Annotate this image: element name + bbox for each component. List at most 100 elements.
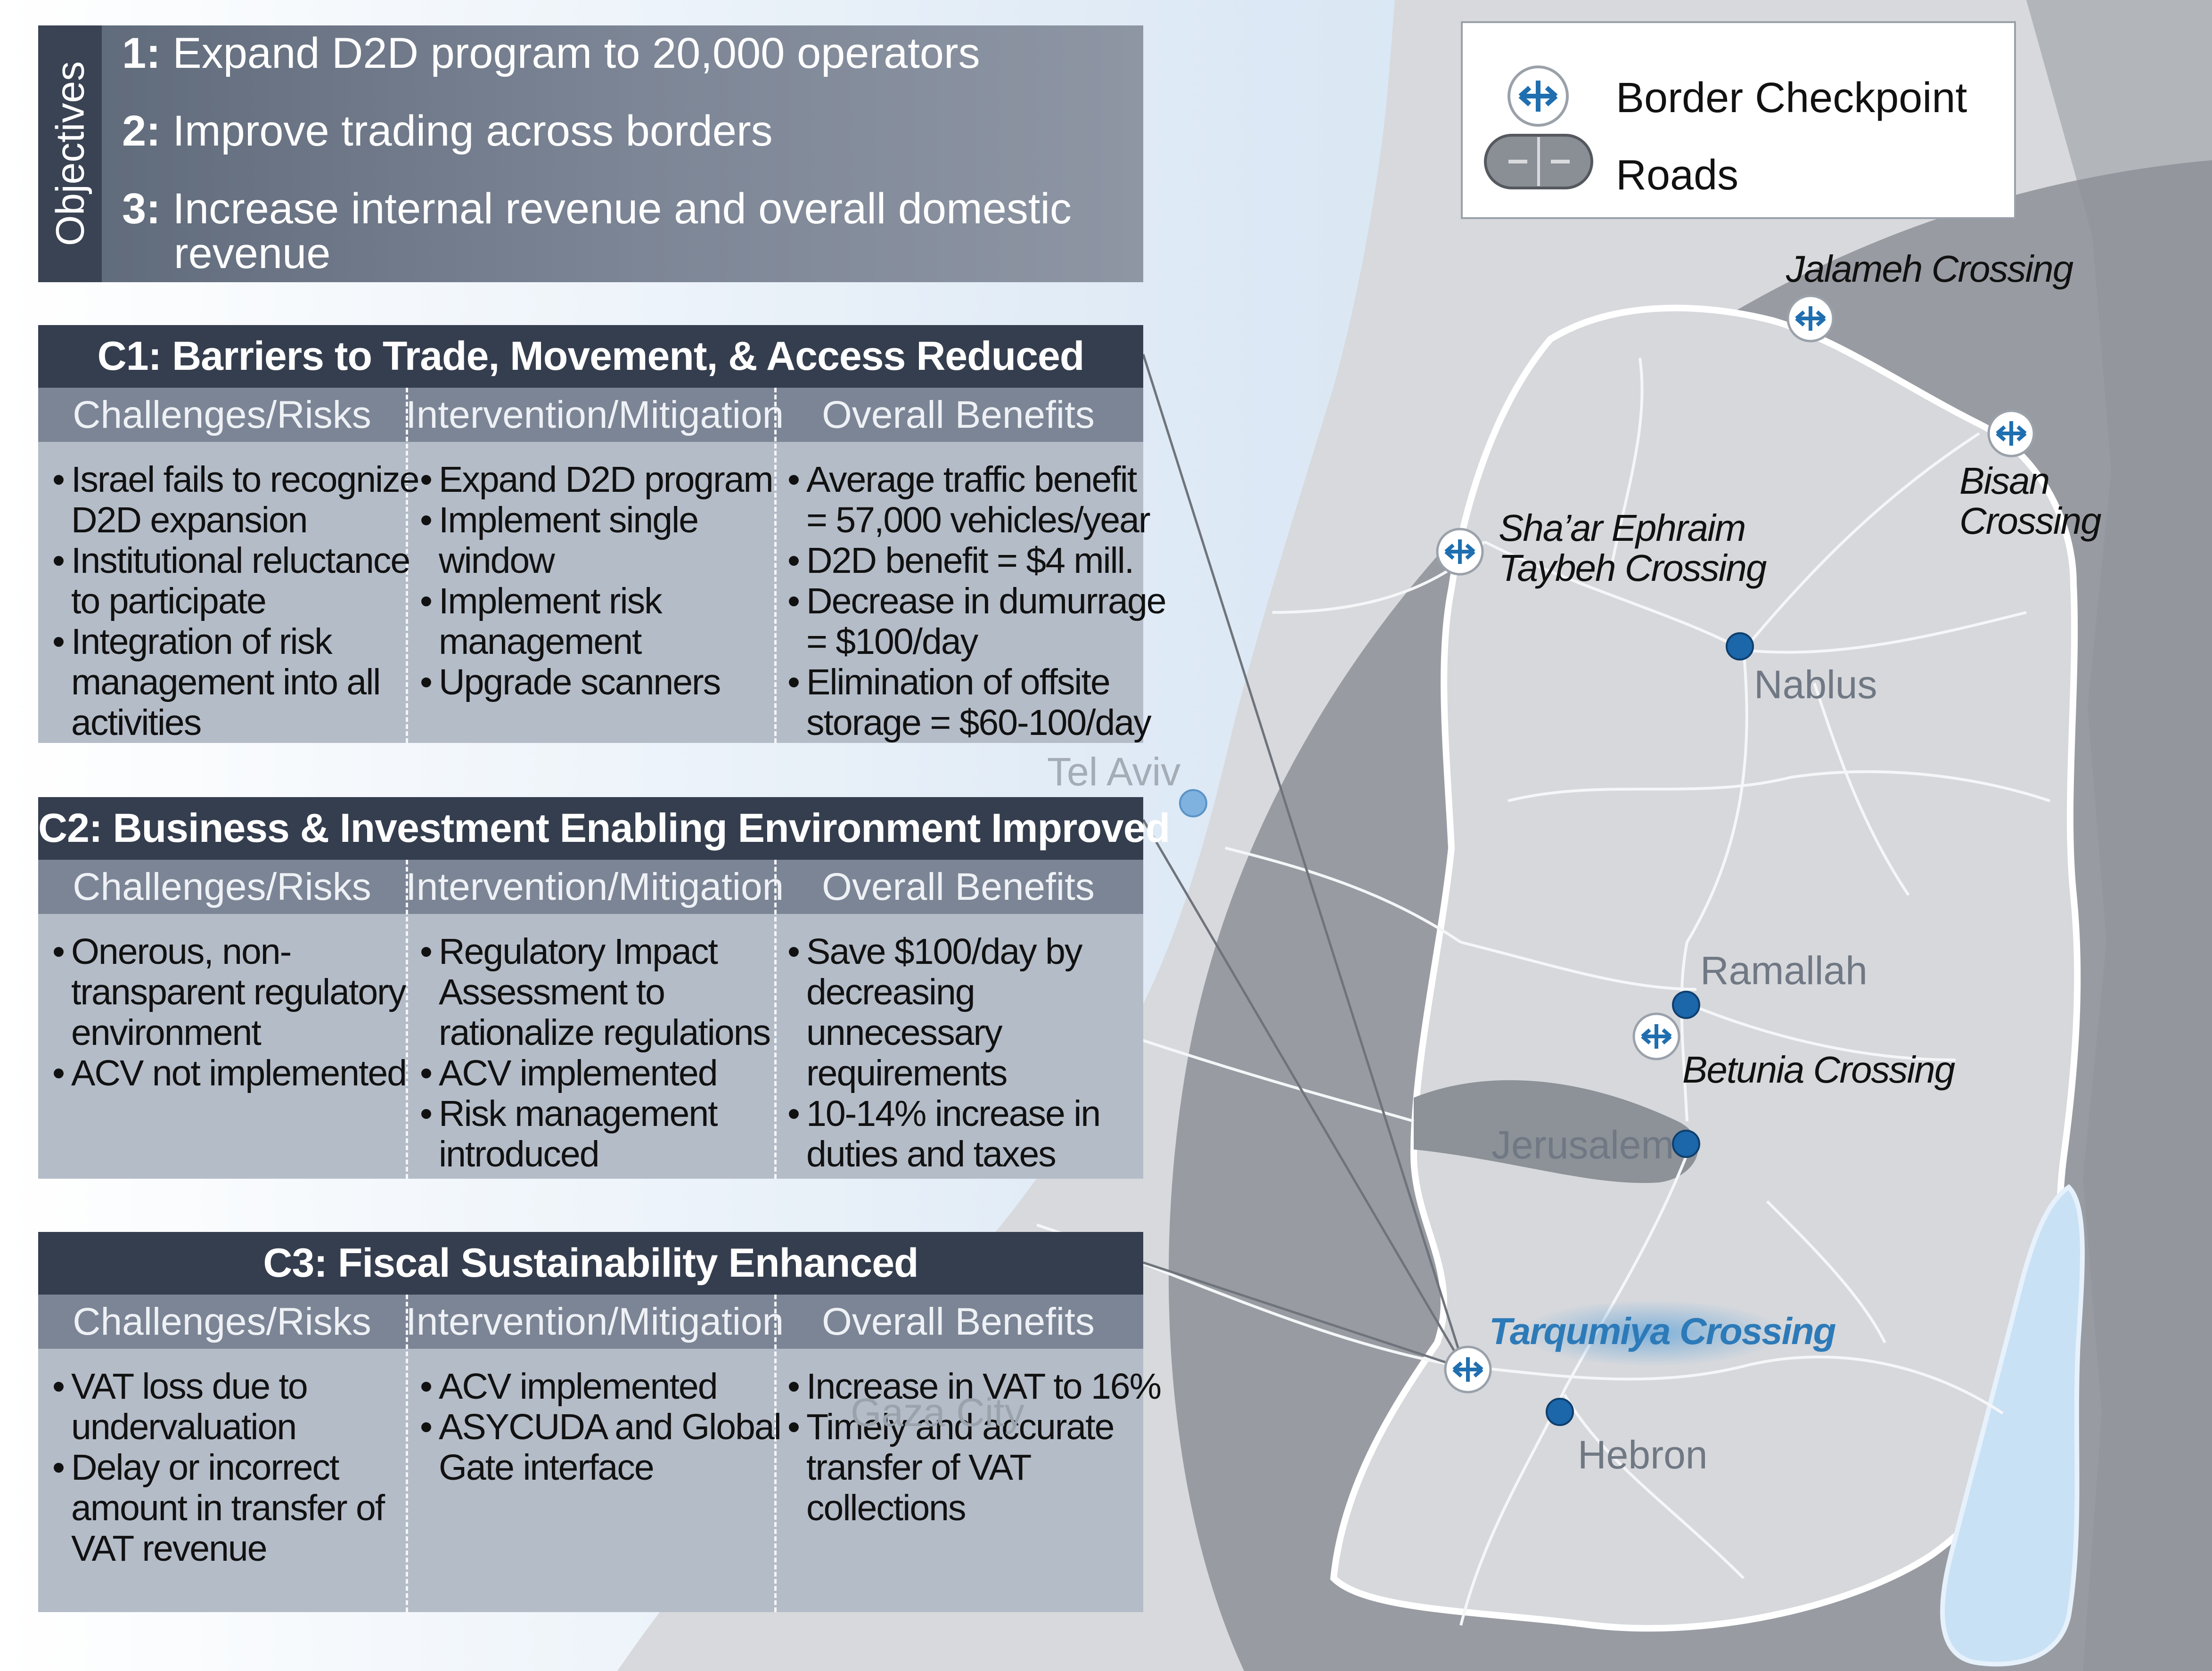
bullet-line: Assessment to: [439, 972, 665, 1012]
intervention-item: • ASYCUDA and Global Gate interface: [420, 1407, 782, 1488]
card-column-headers: Challenges/Risks Intervention/Mitigation…: [38, 860, 1143, 914]
benefit-item: • 10-14% increase in duties and taxes: [787, 1093, 1101, 1174]
bullet-line: Timely and accurate: [806, 1407, 1114, 1447]
bullet-icon: •: [52, 459, 65, 500]
bullet-line: Increase in VAT to 16%: [806, 1366, 1162, 1407]
objective-text: Expand D2D program to 20,000 operators: [172, 29, 980, 77]
benefit-item: • Save $100/day by decreasing unnecessary re…: [787, 931, 1082, 1093]
bullet-line: Average traffic benefit: [806, 459, 1137, 500]
bullet-line: management into all: [71, 662, 381, 702]
intervention-item: • ACV implemented: [420, 1366, 718, 1407]
bullet-icon: •: [420, 459, 433, 500]
header-benefits: Overall Benefits: [822, 393, 1095, 436]
card-title: C3: Fiscal Sustainability Enhanced: [38, 1232, 1143, 1295]
header-interventions: Intervention/Mitigation: [406, 393, 784, 436]
card-c3: C3: Fiscal Sustainability Enhanced Chall…: [38, 1232, 1162, 1612]
shaar-ephraim-checkpoint-icon: [1436, 528, 1484, 576]
header-challenges: Challenges/Risks: [73, 393, 371, 436]
intervention-item: • Implement single window: [420, 500, 699, 581]
objective-number: 2:: [122, 107, 161, 155]
bullet-icon: •: [787, 1407, 800, 1447]
bullet-icon: •: [52, 1366, 65, 1407]
bullet-line: requirements: [806, 1053, 1008, 1093]
bullet-icon: •: [787, 540, 800, 581]
bullet-line: D2D benefit = $4 mill.: [806, 540, 1134, 581]
objectives-panel: Objectives 1: Expand D2D program to 20,0…: [38, 25, 1143, 282]
bullet-line: D2D expansion: [71, 500, 308, 540]
objective-number: 3:: [122, 185, 161, 233]
intervention-item: • Regulatory Impact Assessment to rationali…: [420, 931, 771, 1053]
taybeh-crossing-label: Taybeh Crossing: [1499, 547, 1767, 589]
betunia-crossing-label: Betunia Crossing: [1682, 1049, 1955, 1091]
bullet-line: storage = $60-100/day: [806, 702, 1152, 743]
benefit-item: • D2D benefit = $4 mill.: [787, 540, 1134, 581]
bullet-icon: •: [52, 621, 65, 662]
card-title: C2: Business & Investment Enabling Envir…: [38, 797, 1170, 860]
bullet-icon: •: [420, 931, 433, 972]
bullet-line: collections: [806, 1488, 967, 1528]
gaza-city-label: Gaza City: [851, 1390, 1024, 1435]
tarqumiya-highlight: [1520, 1300, 1784, 1366]
bullet-icon: •: [787, 662, 800, 702]
bullet-line: Save $100/day by: [806, 931, 1082, 972]
benefit-item: • Average traffic benefit = 57,000 vehicle…: [787, 459, 1151, 540]
bullet-icon: •: [52, 931, 65, 972]
bullet-line: 10-14% increase in: [806, 1093, 1101, 1134]
checkpoint-icons: [1436, 294, 2035, 1394]
bullet-line: Upgrade scanners: [439, 662, 721, 702]
bullet-icon: •: [52, 1447, 65, 1488]
bullet-line: duties and taxes: [806, 1134, 1057, 1174]
card-column-headers: Challenges/Risks Intervention/Mitigation…: [38, 388, 1143, 442]
header-benefits: Overall Benefits: [822, 865, 1095, 908]
tarqumiya-checkpoint-icon: [1444, 1345, 1492, 1394]
bullet-line: = 57,000 vehicles/year: [806, 500, 1151, 540]
bullet-line: window: [439, 540, 555, 581]
bullet-icon: •: [420, 581, 433, 621]
nablus-dot: [1726, 632, 1754, 660]
legend-checkpoint-label: Border Checkpoint: [1616, 74, 1967, 122]
challenge-item: • Delay or incorrect amount in transfer of…: [52, 1447, 385, 1569]
objectives-tab-label: Objectives: [48, 61, 92, 246]
benefit-item: • Increase in VAT to 16%: [787, 1366, 1162, 1407]
bullet-line: VAT revenue: [71, 1528, 268, 1569]
bisan-crossing-label-2: Crossing: [1959, 500, 2102, 542]
bullet-icon: •: [420, 662, 433, 702]
bullet-icon: •: [420, 1407, 433, 1447]
bullet-icon: •: [787, 459, 800, 500]
jerusalem-dot: [1672, 1130, 1700, 1158]
intervention-item: • ACV implemented: [420, 1053, 718, 1093]
objective-number: 1:: [122, 29, 161, 77]
bullet-line: Elimination of offsite: [806, 662, 1111, 702]
bullet-line: Risk management: [439, 1093, 718, 1134]
benefit-item: • Timely and accurate transfer of VAT colle…: [787, 1407, 1114, 1528]
connector-lines: [1142, 354, 1466, 1370]
bullet-line: Implement risk: [439, 581, 663, 621]
objective-3: 3: Increase internal revenue and overall…: [122, 186, 1072, 232]
intervention-item: • Risk management introduced: [420, 1093, 718, 1174]
intervention-item: • Upgrade scanners: [420, 662, 721, 702]
bullet-line: Onerous, non-: [71, 931, 292, 972]
shaar-ephraim-label: Sha’ar Ephraim: [1499, 507, 1746, 549]
bullet-line: Regulatory Impact: [439, 931, 718, 972]
jalameh-crossing-label: Jalameh Crossing: [1786, 248, 2073, 290]
bullet-line: Integration of risk: [71, 621, 333, 662]
bullet-icon: •: [420, 1366, 433, 1407]
intervention-item: • Expand D2D program: [420, 459, 774, 500]
bullet-line: Israel fails to recognize: [71, 459, 419, 500]
bullet-line: activities: [71, 702, 202, 743]
jalameh-checkpoint-icon: [1786, 294, 1835, 342]
bullet-line: decreasing: [806, 972, 975, 1012]
bullet-icon: •: [52, 1053, 65, 1093]
header-interventions: Intervention/Mitigation: [406, 1300, 784, 1343]
bullet-line: amount in transfer of: [71, 1488, 385, 1528]
objective-2: 2: Improve trading across borders: [122, 108, 773, 154]
bullet-line: environment: [71, 1012, 262, 1053]
roads-icon: [1484, 134, 1593, 189]
bisan-crossing-label: Bisan: [1959, 460, 2050, 502]
city-dots: [1179, 632, 1754, 1426]
challenge-item: • Integration of risk management into all a…: [52, 621, 381, 743]
west-bank: [1330, 304, 2081, 1632]
challenge-item: • VAT loss due to undervaluation: [52, 1366, 308, 1447]
ramallah-dot: [1672, 991, 1700, 1019]
bullet-line: introduced: [439, 1134, 600, 1174]
